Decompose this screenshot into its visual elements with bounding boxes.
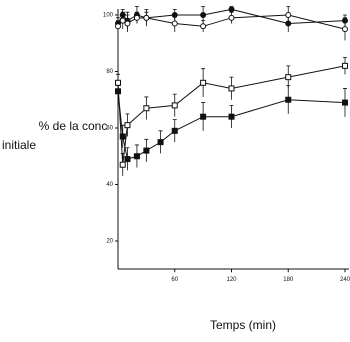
- x-tick-label: 180: [283, 277, 294, 283]
- point: [342, 62, 348, 69]
- point: [124, 156, 131, 163]
- y-tick-label: 80: [106, 69, 113, 75]
- point: [200, 79, 207, 86]
- point: [143, 147, 150, 154]
- point: [285, 74, 292, 81]
- x-axis-label: Temps (min): [210, 318, 276, 332]
- point: [228, 14, 235, 21]
- point: [228, 6, 235, 13]
- point: [133, 14, 140, 21]
- point: [115, 23, 121, 30]
- point: [285, 12, 292, 18]
- point: [119, 17, 126, 24]
- y-tick-label: 60: [106, 126, 113, 132]
- point: [115, 79, 121, 86]
- y-axis-label: initiale: [2, 138, 36, 152]
- point: [157, 139, 164, 146]
- y-axis-label: % de la conc: [39, 119, 108, 133]
- y-tick-label: 100: [103, 13, 114, 19]
- point: [119, 161, 126, 168]
- point: [143, 14, 150, 21]
- point: [171, 20, 178, 27]
- point: [228, 113, 235, 120]
- y-tick-label: 20: [106, 239, 113, 245]
- point: [228, 85, 235, 92]
- y-tick-label: 40: [106, 182, 113, 188]
- point: [171, 102, 178, 109]
- point: [171, 127, 178, 134]
- x-tick-label: 60: [171, 277, 178, 283]
- point: [115, 88, 121, 95]
- point: [200, 12, 207, 18]
- point: [342, 26, 348, 33]
- point: [342, 99, 348, 106]
- x-tick-label: 120: [226, 277, 237, 283]
- point: [285, 96, 292, 103]
- x-tick-label: 240: [340, 277, 350, 283]
- point: [143, 105, 150, 112]
- point: [119, 133, 126, 140]
- point: [133, 153, 140, 160]
- point: [200, 23, 207, 30]
- point: [124, 20, 131, 27]
- point: [200, 113, 207, 120]
- point: [124, 122, 131, 129]
